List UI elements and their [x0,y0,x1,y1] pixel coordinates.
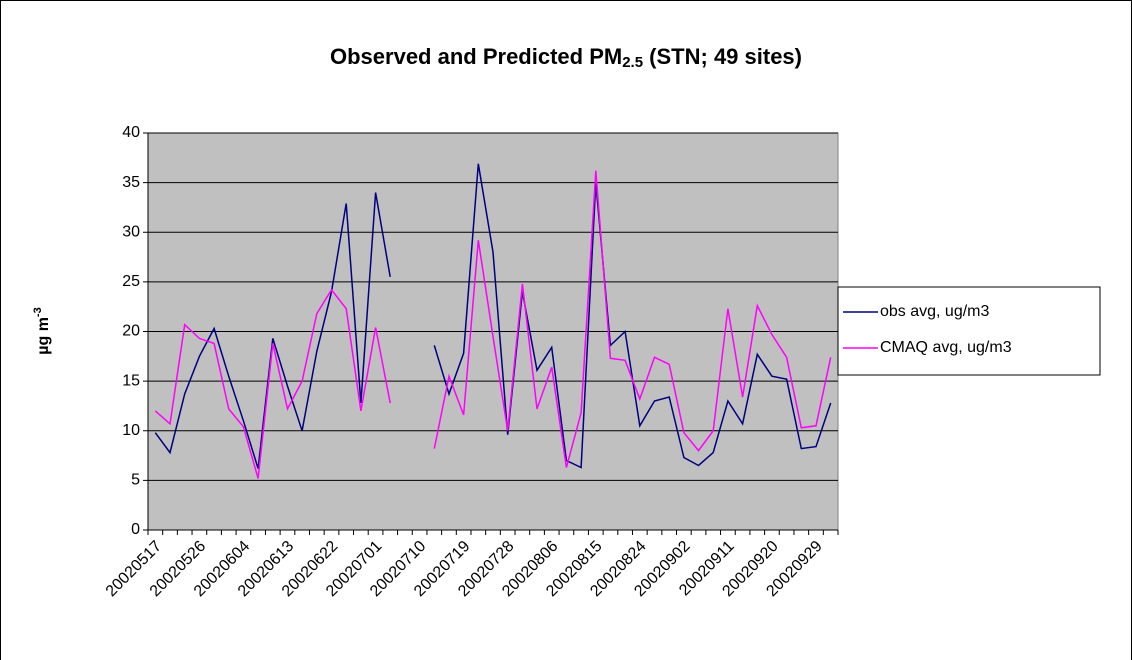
y-tick-label: 35 [122,174,140,191]
y-tick-label: 25 [122,273,140,290]
y-tick-label: 15 [122,372,140,389]
y-tick-label: 30 [122,223,140,240]
y-tick-label: 0 [131,521,140,538]
y-tick-label: 10 [122,422,140,439]
y-label-superscript: -3 [32,307,44,317]
title-main: Observed and Predicted PM [330,44,622,69]
y-label-main: µg m [35,317,52,355]
legend-label: obs avg, ug/m3 [880,303,990,320]
y-tick-label: 40 [122,124,140,141]
data-line [154,170,832,479]
title-rest: (STN; 49 sites) [643,44,802,69]
legend-box [837,286,1101,376]
chart-title: Observed and Predicted PM2.5 (STN; 49 si… [330,44,802,71]
y-axis-label: µg m-3 [32,307,52,354]
legend-label: CMAQ avg, ug/m3 [880,339,1012,356]
y-tick-label: 20 [122,323,140,340]
y-tick-label: 5 [131,472,140,489]
title-subscript: 2.5 [622,54,643,71]
